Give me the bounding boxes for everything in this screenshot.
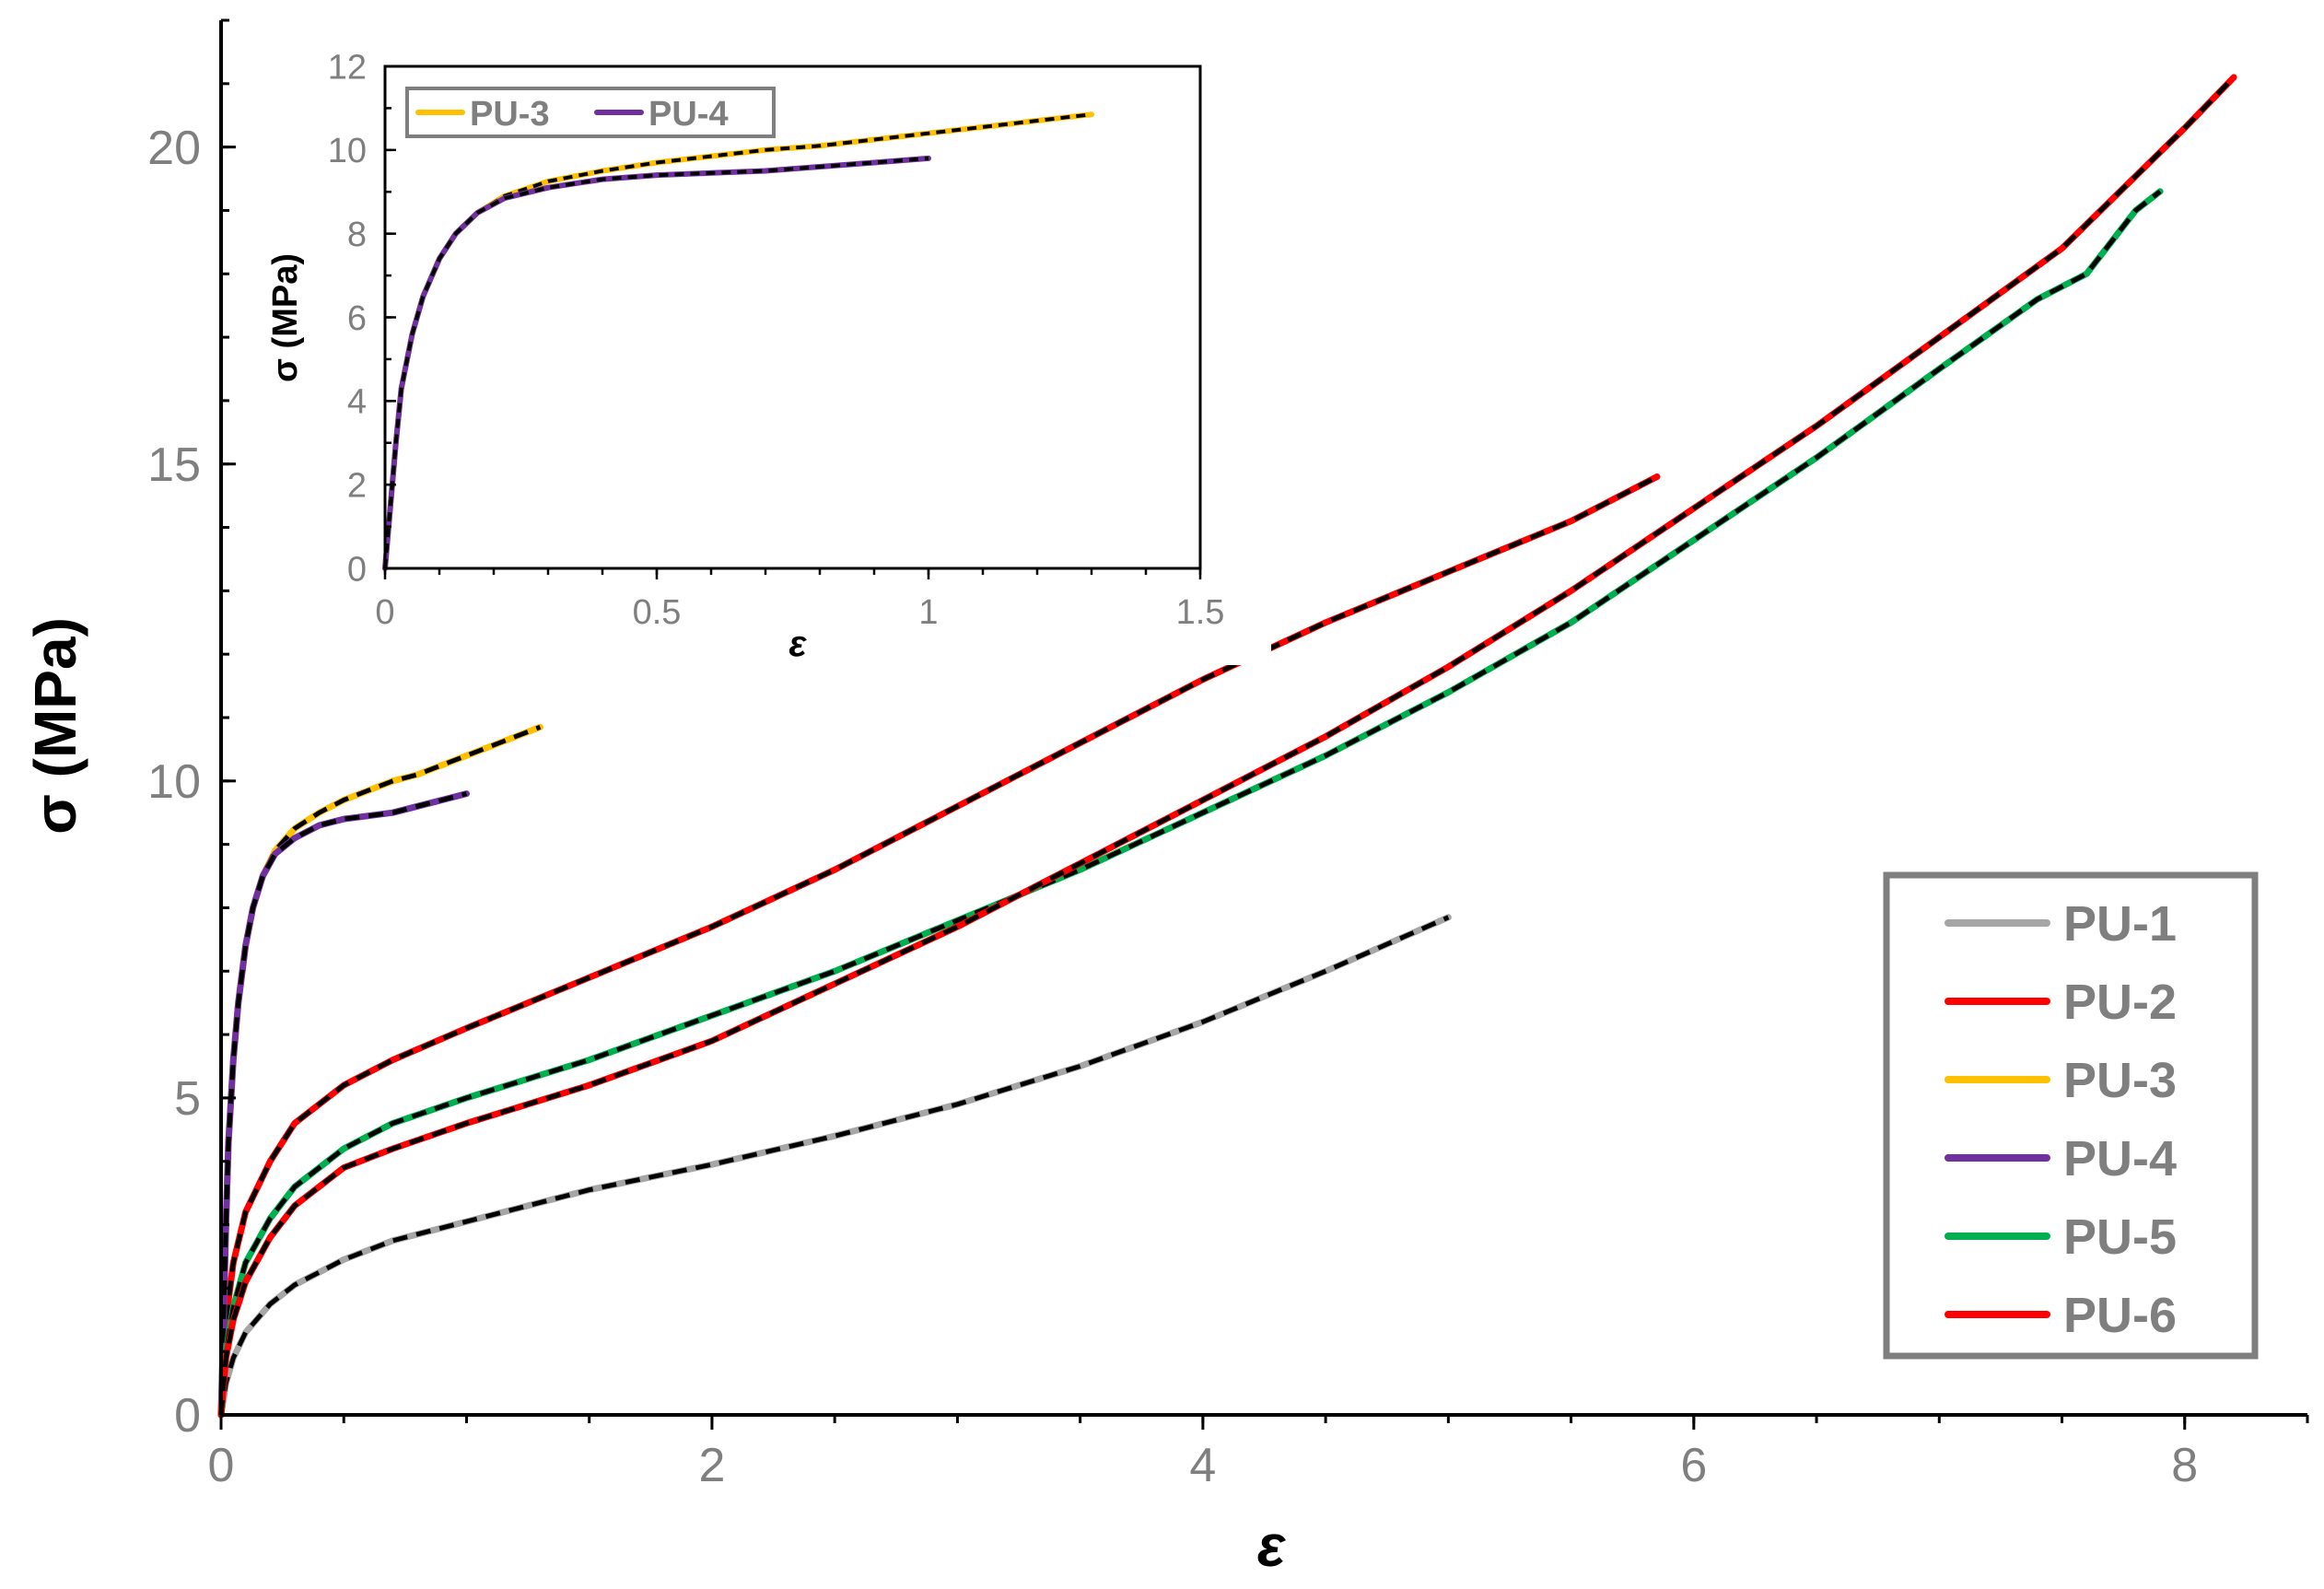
y-tick-label: 10 [147,755,201,809]
inset-axes: 0 0.5 1 1.5 0 2 4 6 8 10 12 [328,48,1225,632]
inset-series-group [382,111,1094,571]
x-tick-label: 4 [1189,1439,1216,1492]
legend-label-pu-4: PU-4 [2063,1131,2177,1186]
main-y-axis-title: σ (MPa) [22,617,88,835]
x-tick-label: 6 [1680,1439,1707,1492]
x-tick-label: 8 [2171,1439,2198,1492]
fit-line-pu-4 [383,156,929,569]
inset-legend: PU-3 PU-4 [405,87,776,138]
x-tick-label: 1 [918,593,938,632]
legend-label-pu-2: PU-2 [2063,975,2177,1030]
x-tick-label: 2 [698,1439,725,1492]
x-tick-label: 0 [208,1439,235,1492]
fit-line-pu-5 [218,189,2162,1416]
legend-frame [1883,871,2259,1360]
x-tick-label: 0 [375,593,394,632]
x-tick-label: 1.5 [1176,593,1225,632]
main-x-axis-title: ε [1257,1513,1287,1579]
inset-y-axis-title: σ (MPa) [266,253,305,382]
legend-label-pu-6: PU-6 [2063,1288,2177,1343]
inset-legend-label-pu-4: PU-4 [648,95,729,134]
y-tick-label: 15 [147,438,201,492]
fit-line-pu-6 [218,76,2236,1416]
fit-line-pu-2 [218,474,1659,1416]
inset-x-axis-title: ε [788,624,807,664]
inset-background [385,66,1200,569]
y-tick-label: 10 [328,132,367,170]
x-tick-label: 0.5 [633,593,682,632]
fit-line-pu-4 [218,791,468,1416]
y-tick-label: 6 [347,299,367,338]
y-tick-label: 12 [328,48,367,87]
y-tick-label: 2 [347,466,367,505]
y-tick-label: 8 [347,216,367,254]
y-tick-label: 4 [347,383,367,422]
inset-legend-label-pu-3: PU-3 [470,95,550,134]
fit-line-pu-1 [218,915,1450,1416]
y-tick-label: 20 [147,122,201,175]
legend-label-pu-5: PU-5 [2063,1209,2177,1265]
y-tick-label: 0 [174,1389,201,1443]
legend-label-pu-3: PU-3 [2063,1053,2177,1108]
inset-plot: 0 0.5 1 1.5 0 2 4 6 8 10 12 ε σ (MPa) PU-3 PU-4 [266,48,1271,665]
y-tick-label: 5 [174,1072,201,1126]
main-series-group [217,74,2237,1419]
main-legend: PU-1 PU-2 PU-3 PU-4 PU-5 PU-6 [1883,871,2259,1360]
fit-line-pu-3 [383,112,1092,569]
inset-label-mask [1199,569,1271,665]
y-tick-label: 0 [347,550,367,589]
inset-legend-frame [405,87,776,138]
legend-label-pu-1: PU-1 [2063,896,2177,952]
